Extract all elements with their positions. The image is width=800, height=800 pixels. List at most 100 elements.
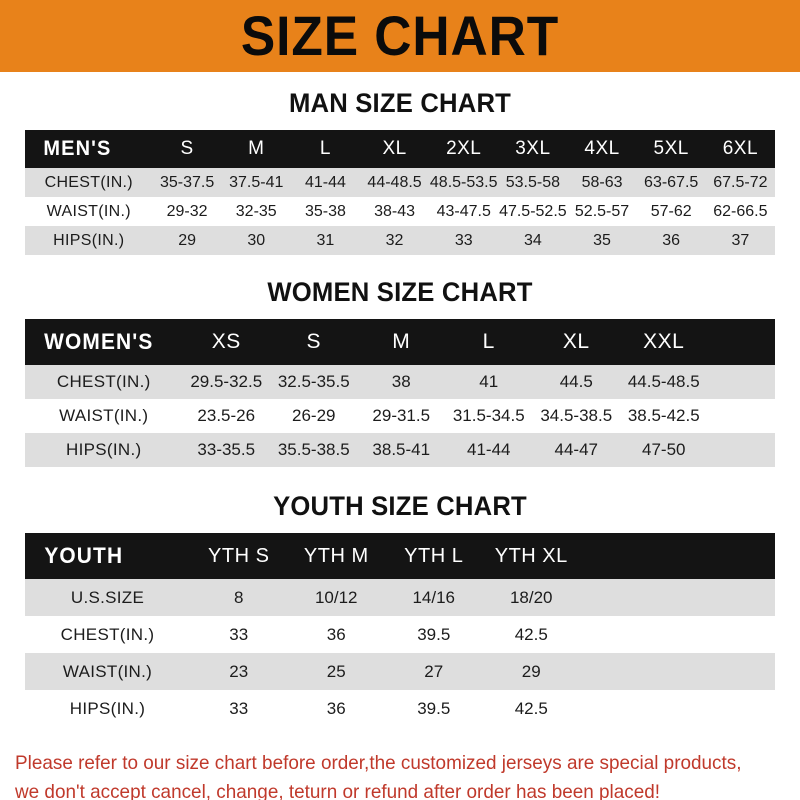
youth-cell: 33 [229,624,249,644]
women-corner-label: WOMEN'S [44,329,154,354]
youth-cell: 25 [326,661,346,681]
youth-column-header-yth-s: YTH S [208,544,270,567]
men-column-header-5xl: 5XL [653,138,689,159]
women-column-header-xs: XS [211,330,241,353]
women-cell: 26-29 [292,406,336,425]
youth-cell: 23 [229,661,249,681]
men-cell: 37.5-41 [229,173,284,191]
table-row: WAIST(IN.) 29-32 32-35 35-38 38-43 43-47.5 47.… [25,197,775,226]
men-column-header-xl: XL [382,138,407,159]
men-column-header-l: L [319,138,331,159]
men-cell: 57-62 [650,202,692,220]
men-cell: 32-35 [235,202,277,220]
men-column-header-m: M [248,138,265,159]
youth-cell: 18/20 [509,587,553,607]
youth-row-filler [580,616,775,653]
women-cell: 44.5-48.5 [627,372,700,391]
men-size-table: MEN'S S M L XL 2XL 3XL 4XL 5XL 6XL CHEST(IN.) 35-37… [25,130,775,255]
men-cell: 48.5-53.5 [429,173,498,191]
youth-cell: 42.5 [514,698,548,718]
youth-cell: 27 [424,661,444,681]
table-row: WAIST(IN.) 23 25 27 29 [25,653,775,690]
women-cell: 29-31.5 [372,406,431,425]
women-column-header-l: L [482,330,495,353]
youth-cell: 39.5 [417,624,451,644]
men-row-label: HIPS(IN.) [53,231,125,249]
women-row-filler [708,399,776,433]
women-cell: 38.5-41 [372,440,431,459]
footer-disclaimer: Please refer to our size chart before or… [15,749,762,800]
youth-header-row: YOUTH YTH S YTH M YTH L YTH XL [25,533,775,579]
table-row: HIPS(IN.) 33 36 39.5 42.5 [25,690,775,727]
men-column-header-s: S [180,138,194,159]
youth-cell: 8 [234,587,244,607]
men-cell: 47.5-52.5 [499,202,567,220]
youth-cell: 10/12 [314,587,358,607]
youth-row-label: CHEST(IN.) [60,624,155,644]
page-title: SIZE CHART [240,4,560,67]
footer-line-1: Please refer to our size chart before or… [15,752,742,774]
youth-cell: 14/16 [412,587,456,607]
table-row: CHEST(IN.) 35-37.5 37.5-41 41-44 44-48.5 48.5… [25,168,775,197]
men-cell: 52.5-57 [574,202,630,220]
men-cell: 35-37.5 [159,173,215,191]
women-row-label: HIPS(IN.) [66,440,142,459]
women-row-filler [708,365,776,399]
women-cell: 44.5 [559,372,593,391]
men-column-header-3xl: 3XL [515,138,551,159]
men-cell: 53.5-58 [505,173,560,191]
youth-row-label: HIPS(IN.) [69,698,146,718]
section-title-men: MAN SIZE CHART [288,88,512,118]
men-size-table-wrap: MEN'S S M L XL 2XL 3XL 4XL 5XL 6XL CHEST(IN.) 35-37… [25,130,775,255]
youth-cell: 36 [326,698,346,718]
youth-cell: 36 [326,624,346,644]
women-header-row: WOMEN'S XS S M L XL XXL [25,319,775,365]
women-cell: 41 [479,372,499,391]
men-cell: 29-32 [166,202,208,220]
youth-column-header-yth-l: YTH L [404,544,464,567]
table-row: HIPS(IN.) 33-35.5 35.5-38.5 38.5-41 41-44 44-… [25,433,775,467]
men-cell: 41-44 [304,173,346,191]
section-title-youth: YOUTH SIZE CHART [273,491,527,521]
women-cell: 41-44 [467,440,511,459]
men-cell: 35-38 [304,202,346,220]
men-cell: 63-67.5 [644,173,699,191]
women-size-table-wrap: WOMEN'S XS S M L XL XXL CHEST(IN.) 29.5-32.5 32.5… [25,319,775,467]
youth-size-table-wrap: YOUTH YTH S YTH M YTH L YTH XL U.S.SIZE 8 10/12… [25,533,775,727]
men-column-header-2xl: 2XL [446,138,482,159]
men-cell: 67.5-72 [713,173,768,191]
men-cell: 43-47.5 [436,202,491,220]
youth-cell: 29 [521,661,541,681]
women-column-header-s: S [306,330,321,353]
youth-column-header-yth-m: YTH M [303,544,369,567]
women-cell: 32.5-35.5 [277,372,350,391]
youth-cell: 42.5 [514,624,548,644]
women-cell: 38.5-42.5 [627,406,700,425]
table-row: CHEST(IN.) 29.5-32.5 32.5-35.5 38 41 44.5 44.5… [25,365,775,399]
men-header-row: MEN'S S M L XL 2XL 3XL 4XL 5XL 6XL [25,130,775,168]
women-cell: 38 [391,372,411,391]
women-cell: 33-35.5 [197,440,256,459]
men-cell: 32 [385,231,404,249]
women-cell: 34.5-38.5 [540,406,613,425]
men-cell: 29 [178,231,196,249]
women-column-header-xxl: XXL [643,330,685,353]
women-cell: 29.5-32.5 [190,372,263,391]
men-cell: 58-63 [581,173,623,191]
youth-row-filler [580,690,775,727]
youth-header-filler [580,533,775,579]
footer-line-2: we don't accept cancel, change, teturn o… [15,781,661,800]
men-cell: 37 [731,231,750,249]
women-size-table: WOMEN'S XS S M L XL XXL CHEST(IN.) 29.5-32.5 32.5… [25,319,775,467]
women-header-filler [707,319,775,365]
men-cell: 31 [316,231,335,249]
table-row: WAIST(IN.) 23.5-26 26-29 29-31.5 31.5-34.5 34… [25,399,775,433]
women-cell: 35.5-38.5 [277,440,350,459]
page-banner: SIZE CHART [0,0,800,72]
women-column-header-xl: XL [562,330,590,353]
women-cell: 47-50 [642,440,686,459]
youth-row-label: WAIST(IN.) [62,661,153,681]
women-row-label: WAIST(IN.) [59,406,149,425]
men-column-header-4xl: 4XL [584,138,620,159]
